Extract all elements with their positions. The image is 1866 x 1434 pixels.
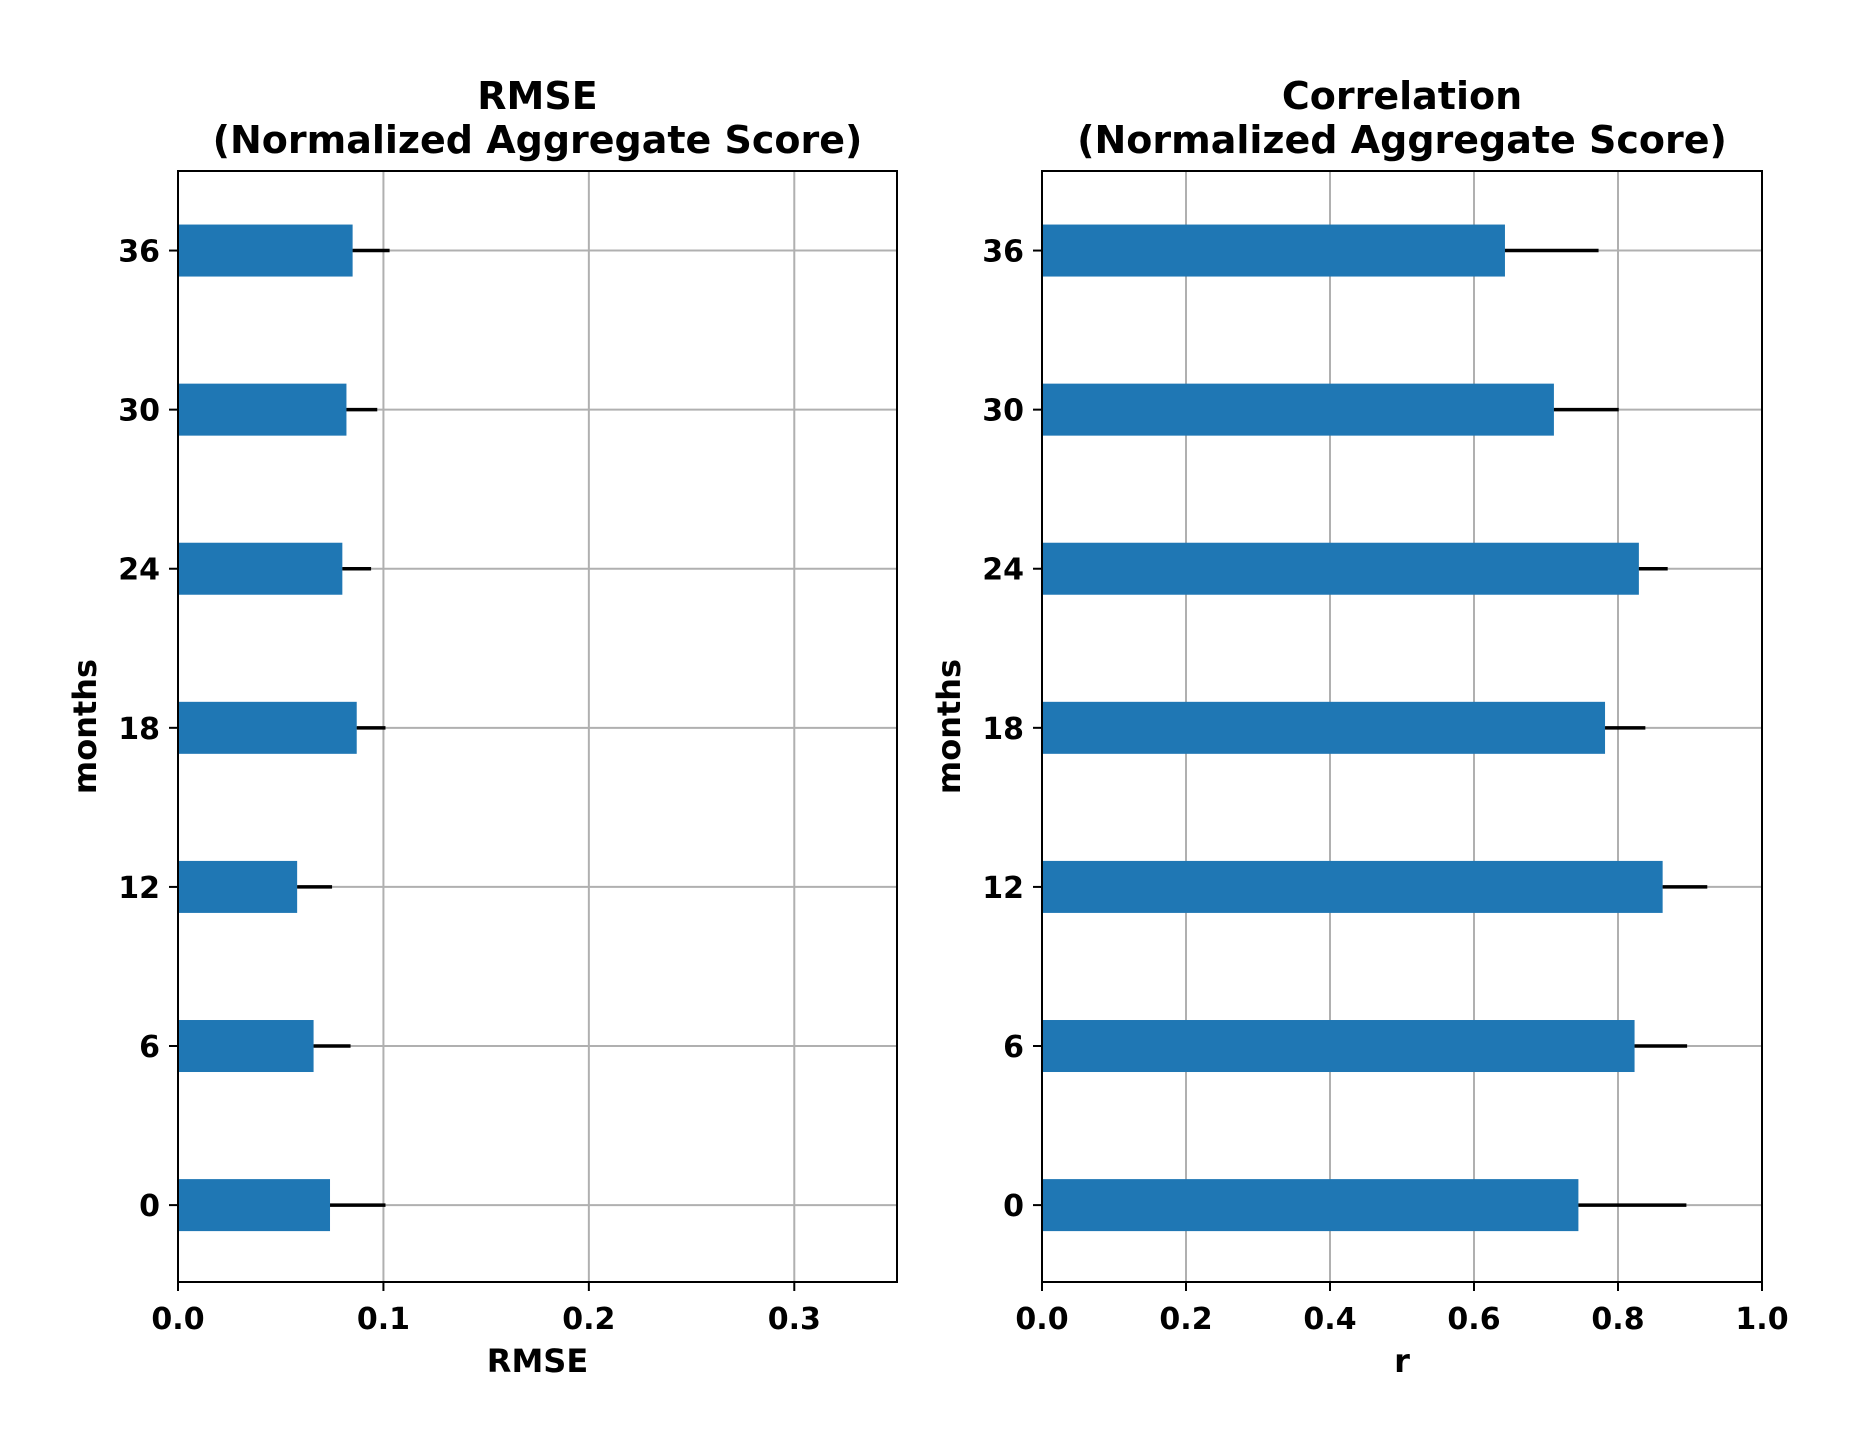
x-axis-label: RMSE <box>487 1342 588 1380</box>
bar <box>1042 701 1606 754</box>
y-tick-label: 12 <box>118 871 160 906</box>
y-tick-label: 24 <box>118 553 160 588</box>
x-tick-label: 0.8 <box>1591 1302 1644 1337</box>
x-tick-label: 0.1 <box>357 1302 410 1337</box>
bar <box>1042 1179 1579 1232</box>
bar <box>178 224 353 277</box>
x-tick-label: 1.0 <box>1735 1302 1788 1337</box>
x-tick-label: 0.0 <box>1015 1302 1068 1337</box>
y-tick-label: 6 <box>1003 1030 1024 1065</box>
y-tick-label: 36 <box>982 235 1024 270</box>
chart-subtitle: (Normalized Aggregate Score) <box>213 118 863 162</box>
y-tick-label: 0 <box>1003 1189 1024 1224</box>
chart-panel-2: 0.0 0.2 0.4 0.6 0.8 1.0 0 6 12 18 24 30 36 Correlatio… <box>930 74 1789 1380</box>
y-tick-label: 24 <box>982 553 1024 588</box>
x-tick-label: 0.3 <box>768 1302 821 1337</box>
bar <box>1042 1020 1635 1073</box>
chart-panel-1: 0.0 0.1 0.2 0.3061218243036RMSE(Normalized … <box>66 74 898 1380</box>
chart-subtitle: (Normalized Aggregate Score) <box>1077 118 1727 162</box>
y-tick-label: 30 <box>982 394 1024 429</box>
bar <box>178 1179 331 1232</box>
bar <box>178 701 357 754</box>
x-axis-label: r <box>1394 1342 1410 1380</box>
bar <box>1042 860 1663 913</box>
y-tick-label: 6 <box>139 1030 160 1065</box>
bar <box>178 383 347 436</box>
y-tick-label: 0 <box>139 1189 160 1224</box>
y-tick-label: 12 <box>982 871 1024 906</box>
y-tick-label: 30 <box>118 394 160 429</box>
x-tick-label: 0.4 <box>1303 1302 1356 1337</box>
y-axis-label: months <box>930 659 968 794</box>
y-tick-label: 18 <box>982 712 1024 747</box>
x-tick-label: 0.2 <box>1159 1302 1212 1337</box>
y-axis-label: months <box>66 659 104 794</box>
bar <box>178 542 343 595</box>
bar <box>1042 383 1554 436</box>
chart-title: RMSE <box>477 74 597 118</box>
plot-frame <box>1041 170 1763 1283</box>
bar <box>178 860 298 913</box>
bar <box>1042 542 1639 595</box>
x-tick-label: 0.6 <box>1447 1302 1500 1337</box>
plot-frame <box>177 170 898 1283</box>
y-tick-label: 18 <box>118 712 160 747</box>
bar <box>1042 224 1505 277</box>
bar <box>178 1020 314 1073</box>
x-tick-label: 0.2 <box>562 1302 615 1337</box>
y-tick-label: 36 <box>118 235 160 270</box>
x-tick-label: 0.0 <box>151 1302 204 1337</box>
chart-title: Correlation <box>1282 74 1522 118</box>
